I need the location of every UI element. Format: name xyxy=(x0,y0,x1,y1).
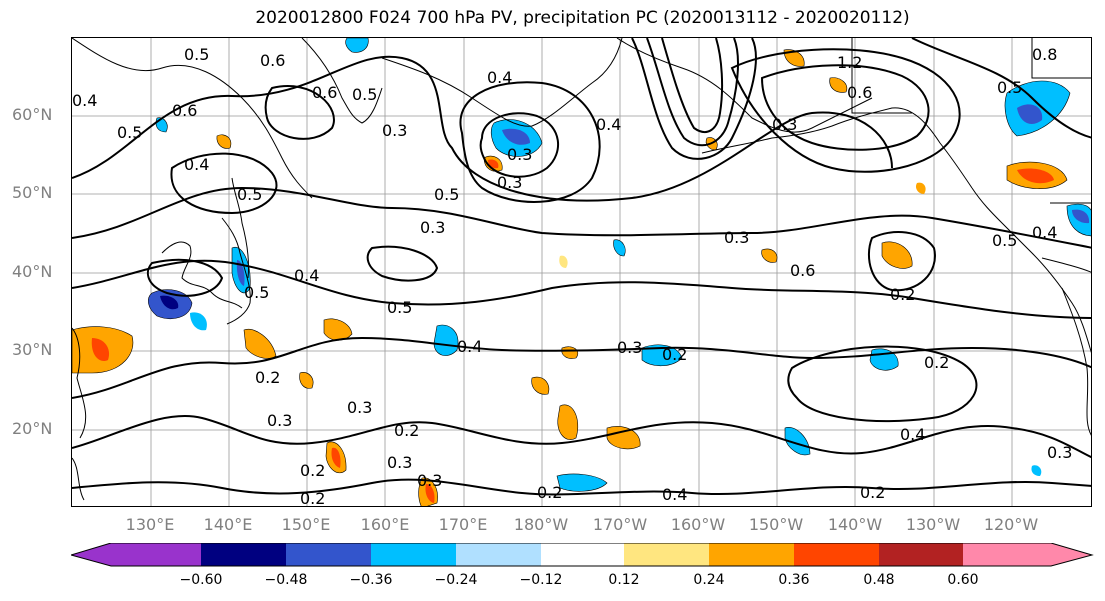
colorbar-outline xyxy=(71,543,1094,567)
lat-label-20n: 20°N xyxy=(12,419,53,438)
colorbar-tick: −0.36 xyxy=(349,572,393,588)
colorbar-tick: 0.48 xyxy=(863,572,895,588)
contour-label: 0.3 xyxy=(417,471,442,490)
colorbar-tick: −0.12 xyxy=(519,572,563,588)
contour-label: 0.4 xyxy=(457,337,482,356)
colorbar-tick: 0.36 xyxy=(778,572,810,588)
precip-shading xyxy=(72,38,1091,506)
pv-contours xyxy=(72,38,1091,496)
colorbar-tick: −0.60 xyxy=(179,572,223,588)
contour-label: 0.4 xyxy=(72,91,97,110)
lon-label-180w: 180°W xyxy=(513,515,569,534)
contour-label: 0.3 xyxy=(382,121,407,140)
lon-label-130e: 130°E xyxy=(125,515,175,534)
colorbar-tick: −0.24 xyxy=(434,572,478,588)
lon-label-140e: 140°E xyxy=(203,515,253,534)
contour-label: 0.3 xyxy=(387,453,412,472)
contour-label: 0.6 xyxy=(847,83,872,102)
contour-label: 0.5 xyxy=(117,123,142,142)
contour-label: 0.5 xyxy=(244,283,269,302)
colorbar-segment xyxy=(286,543,371,566)
contour-label: 0.2 xyxy=(662,345,687,364)
contour-label: 0.8 xyxy=(1032,45,1057,64)
contour-label: 0.3 xyxy=(420,218,445,237)
graticule xyxy=(72,38,1091,506)
contour-label: 0.4 xyxy=(1032,223,1057,242)
contour-label: 0.3 xyxy=(1047,443,1072,462)
colorbar-tick: −0.48 xyxy=(264,572,308,588)
contour-label: 0.6 xyxy=(172,101,197,120)
contour-label: 0.4 xyxy=(596,115,621,134)
map-panel: 0.5 0.6 0.4 0.5 0.6 0.5 0.4 0.5 0.6 0.3 … xyxy=(71,37,1092,507)
contour-label: 0.6 xyxy=(790,261,815,280)
contour-label: 0.2 xyxy=(924,353,949,372)
lon-label-130w: 130°W xyxy=(905,515,961,534)
contour-label: 0.3 xyxy=(724,228,749,247)
contour-label: 0.3 xyxy=(267,411,292,430)
lon-label-170e: 170°E xyxy=(438,515,488,534)
colorbar-tick: 0.12 xyxy=(608,572,640,588)
contour-label: 0.2 xyxy=(300,489,325,507)
lon-label-150w: 150°W xyxy=(748,515,804,534)
colorbar-segment xyxy=(879,543,963,566)
map-title: 2020012800 F024 700 hPa PV, precipitatio… xyxy=(255,8,910,28)
contour-label: 0.5 xyxy=(387,298,412,317)
colorbar-segment xyxy=(541,543,624,566)
contour-label: 0.2 xyxy=(300,461,325,480)
coastlines xyxy=(72,38,1091,501)
lat-label-60n: 60°N xyxy=(12,105,53,124)
contour-label: 0.3 xyxy=(507,145,532,164)
contour-label: 0.5 xyxy=(184,45,209,64)
contour-label: 0.4 xyxy=(294,266,319,285)
contour-label: 0.6 xyxy=(260,51,285,70)
colorbar-tick: 0.24 xyxy=(693,572,725,588)
colorbar-segment xyxy=(963,543,1092,566)
colorbar-segment xyxy=(624,543,709,566)
lon-label-170w: 170°W xyxy=(592,515,648,534)
contour-label: 0.5 xyxy=(997,78,1022,97)
lat-label-30n: 30°N xyxy=(12,340,53,359)
contour-label: 0.2 xyxy=(890,285,915,304)
lon-label-150e: 150°E xyxy=(281,515,331,534)
lon-label-160w: 160°W xyxy=(670,515,726,534)
contour-label: 0.5 xyxy=(434,185,459,204)
lon-label-140w: 140°W xyxy=(827,515,883,534)
lon-label-120w: 120°W xyxy=(983,515,1039,534)
contour-label: 0.4 xyxy=(487,68,512,87)
lat-label-50n: 50°N xyxy=(12,183,53,202)
contour-label: 0.5 xyxy=(237,185,262,204)
contour-label: 0.2 xyxy=(394,421,419,440)
colorbar-segment xyxy=(201,543,286,566)
contour-label: 0.4 xyxy=(900,425,925,444)
contour-label: 0.2 xyxy=(537,483,562,502)
contour-label: 0.5 xyxy=(352,85,377,104)
colorbar-segment xyxy=(709,543,794,566)
map-canvas: 0.5 0.6 0.4 0.5 0.6 0.5 0.4 0.5 0.6 0.3 … xyxy=(72,38,1091,507)
contour-label: 0.6 xyxy=(312,83,337,102)
contour-label: 0.4 xyxy=(662,485,687,504)
contour-label: 1.2 xyxy=(837,53,862,72)
colorbar-tick: 0.60 xyxy=(947,572,979,588)
colorbar-segment xyxy=(71,543,201,566)
contour-label: 0.3 xyxy=(497,173,522,192)
colorbar xyxy=(71,543,1094,567)
contour-label: 0.4 xyxy=(184,155,209,174)
lon-label-160e: 160°E xyxy=(360,515,410,534)
lat-label-40n: 40°N xyxy=(12,262,53,281)
colorbar-segment xyxy=(371,543,456,566)
contour-label: 0.2 xyxy=(860,483,885,502)
contour-label: 0.5 xyxy=(992,231,1017,250)
colorbar-segment xyxy=(456,543,541,566)
contour-labels: 0.5 0.6 0.4 0.5 0.6 0.5 0.4 0.5 0.6 0.3 … xyxy=(72,45,1072,507)
colorbar-segment xyxy=(794,543,879,566)
contour-label: 0.3 xyxy=(347,398,372,417)
contour-label: 0.3 xyxy=(617,338,642,357)
contour-label: 0.2 xyxy=(255,368,280,387)
